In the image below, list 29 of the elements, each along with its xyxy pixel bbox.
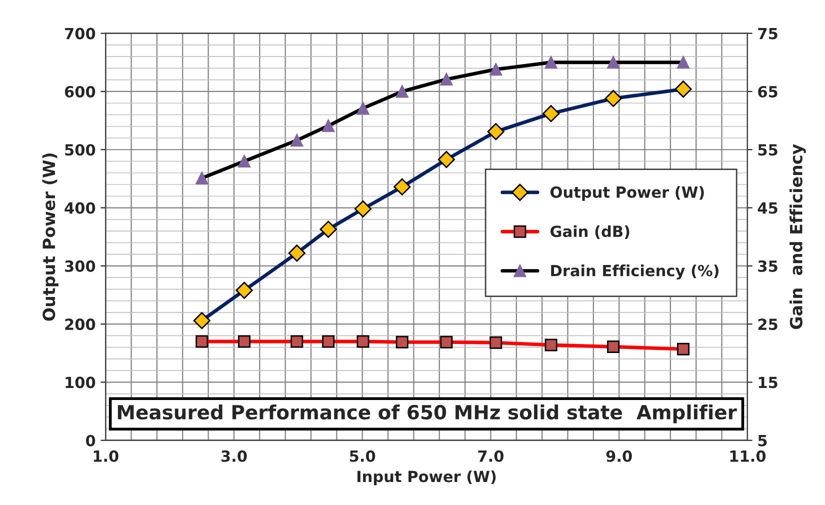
x-tick-label: 7.0: [478, 450, 504, 462]
y-tick-label: 200: [65, 318, 96, 330]
y2-axis-title: Gain and Efficiency: [790, 144, 806, 330]
y2-tick-label: 5: [758, 435, 767, 446]
x-tick-label: 3.0: [221, 450, 247, 462]
text: Measured Performance of 650 MHz solid state Amplifier: [118, 404, 737, 424]
y2-tick-label: 65: [758, 86, 778, 98]
x-tick-label: 5.0: [350, 450, 376, 462]
legend-label: Output Power (W): [550, 186, 704, 201]
y-tick-label: 600: [64, 86, 96, 98]
legend-label: Drain Efficiency (%): [551, 264, 718, 280]
y2-tick-label: 25: [758, 318, 778, 330]
y2-tick-label: 75: [758, 28, 778, 40]
y2-tick-label: 55: [758, 144, 778, 156]
y-axis-title: Output Power (W): [42, 153, 58, 321]
x-tick-label: 1.0: [94, 450, 118, 462]
y-tick-label: 700: [65, 28, 96, 40]
y-tick-label: 500: [65, 144, 96, 156]
y-tick-label: 300: [65, 260, 96, 272]
y2-tick-label: 15: [758, 376, 778, 388]
x-tick-label: 9.0: [606, 450, 632, 462]
y2-tick-label: 35: [758, 260, 778, 272]
x-axis-title: Input Power (W): [358, 470, 496, 486]
x-tick-label: 11.0: [730, 450, 766, 462]
legend-label: Gain (dB): [550, 225, 630, 239]
y-tick-label: 100: [66, 376, 96, 388]
y2-tick-label: 45: [758, 202, 778, 214]
y-tick-label: 0: [86, 434, 96, 446]
y-tick-label: 400: [64, 202, 96, 214]
